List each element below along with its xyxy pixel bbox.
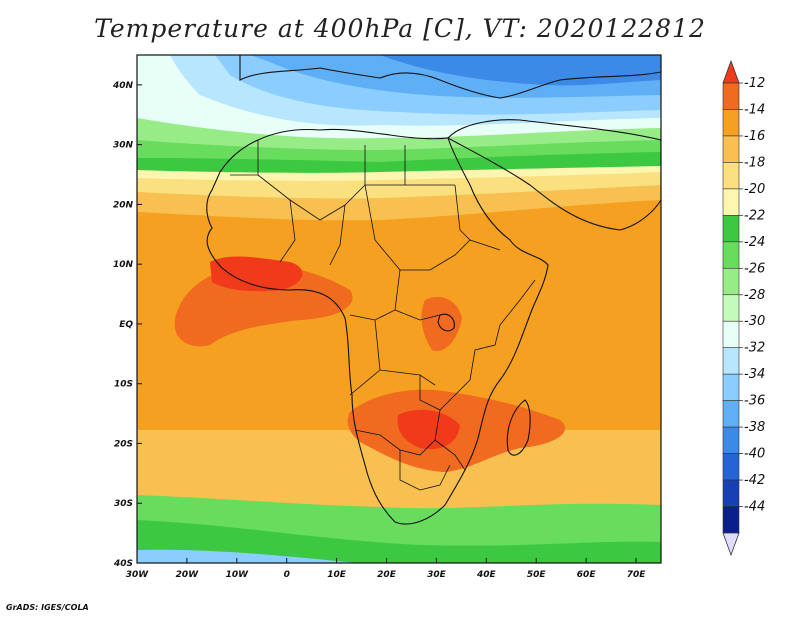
field-darkorange-eastafrica [421, 296, 462, 351]
colorbar-label: -20 [744, 182, 765, 197]
lon-tick-label: 40E [476, 570, 497, 580]
lon-tick-label: 10W [226, 570, 250, 580]
lon-tick-label: 60E [577, 570, 597, 580]
lon-tick-label: 10E [327, 570, 347, 580]
lon-tick-label: 70E [627, 570, 647, 580]
latitude-axis: 40N 30N 20N 10N EQ 10S 20S 30S 40S [112, 81, 142, 569]
lat-tick-label: 30S [114, 499, 133, 509]
colorbar-label: -24 [744, 235, 765, 250]
colorbar-label: -44 [744, 500, 765, 515]
colorbar-top-arrow [722, 59, 740, 84]
colorbar-label: -40 [744, 447, 765, 462]
country-borders [230, 140, 536, 491]
lat-tick-label: 20S [114, 439, 133, 449]
lon-tick-label: 0 [284, 570, 290, 580]
colorbar-swatch [722, 82, 740, 110]
colorbar-swatch [722, 453, 740, 481]
colorbar-swatch [722, 241, 740, 269]
lat-tick-label: 10N [113, 260, 134, 270]
field-darkgreen-south [137, 520, 661, 563]
colorbar-swatch [722, 373, 740, 401]
colorbar-bottom-arrow [722, 532, 740, 557]
lon-tick-label: 50E [527, 570, 547, 580]
colorbar-label: -12 [744, 76, 765, 91]
lat-tick-label: 30N [113, 141, 134, 151]
colorbar-swatch [722, 426, 740, 454]
colorbar-label: -42 [744, 473, 765, 488]
lake-victoria [437, 313, 455, 332]
coastlines [206, 55, 661, 525]
lat-tick-label: EQ [119, 320, 133, 330]
colorbar-swatch [722, 188, 740, 216]
colorbar-label: -30 [744, 314, 765, 329]
lat-tick-label: 40N [112, 81, 134, 91]
colorbar-label: -18 [744, 155, 765, 170]
colorbar-label: -34 [744, 367, 765, 382]
colorbar: -12 -14 -16 -18 -20 -22 -24 -26 -28 -30 -32 -34 -36 -… [722, 59, 765, 557]
colorbar-swatch [722, 506, 740, 534]
colorbar-swatch [722, 162, 740, 190]
europe-coastline [239, 55, 661, 99]
map-frame [136, 54, 662, 564]
colorbar-label: -22 [744, 208, 765, 223]
colorbar-label: -16 [744, 129, 765, 144]
colorbar-swatch [722, 215, 740, 243]
longitude-axis: 30W 20W 10W 0 10E 20E 30E 40E 50E 60E 70E [126, 558, 646, 580]
colorbar-swatch [722, 479, 740, 507]
lat-tick-label: 20N [113, 200, 134, 210]
colorbar-label: -36 [744, 394, 765, 409]
colorbar-swatch [722, 320, 740, 349]
arabia-coastline [447, 119, 661, 231]
colorbar-label: -14 [744, 102, 765, 117]
colorbar-label: -26 [744, 261, 765, 276]
lat-tick-label: 40S [113, 559, 133, 569]
colorbar-swatch [722, 109, 740, 137]
colorbar-label: -38 [744, 420, 765, 435]
colorbar-label: -32 [744, 341, 765, 356]
field-red-southafrica [397, 409, 460, 450]
lat-tick-label: 10S [114, 380, 133, 390]
colorbar-swatch [722, 400, 740, 428]
map-title: Temperature at 400hPa [C], VT: 202012281… [94, 14, 706, 43]
field-red-westafrica [210, 256, 303, 292]
colorbar-swatch [722, 267, 740, 296]
grads-credit: GrADS: IGES/COLA [6, 603, 89, 612]
colorbar-label: -28 [744, 288, 765, 303]
lon-tick-label: 20W [176, 570, 200, 580]
lon-tick-label: 30W [126, 570, 150, 580]
lon-tick-label: 20E [377, 570, 397, 580]
lon-tick-label: 30E [427, 570, 447, 580]
field-lightblue-south [137, 549, 360, 563]
madagascar-coastline [506, 399, 531, 456]
colorbar-swatch [722, 294, 740, 322]
colorbar-swatch [722, 347, 740, 375]
colorbar-swatch [722, 135, 740, 163]
temperature-field [137, 55, 661, 563]
africa-coastline [206, 128, 549, 525]
